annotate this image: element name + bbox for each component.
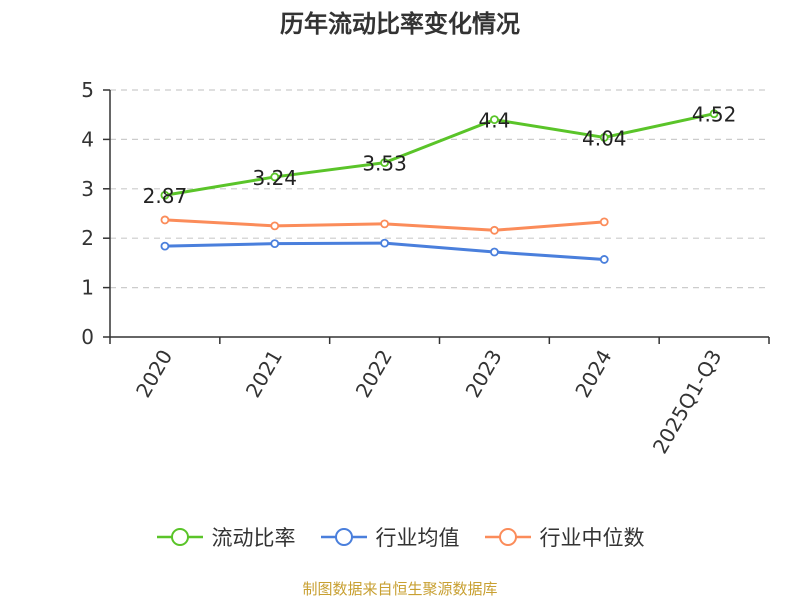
y-tick-label: 1 xyxy=(81,276,94,300)
x-tick-label: 2023 xyxy=(461,345,507,401)
data-labels: 2.87 3.24 3.53 4.4 4.04 4.52 xyxy=(143,103,737,209)
data-point xyxy=(380,219,389,229)
data-point xyxy=(380,158,389,168)
data-point xyxy=(599,133,609,142)
data-point xyxy=(490,115,499,125)
legend-marker-icon xyxy=(320,528,367,546)
x-tick-label: 2020 xyxy=(131,346,177,402)
data-point xyxy=(599,217,609,227)
data-label: 4.52 xyxy=(692,103,737,127)
data-label: 3.24 xyxy=(252,166,297,190)
chart-title: 历年流动比率变化情况 xyxy=(280,10,520,38)
y-tick-label: 2 xyxy=(81,226,94,250)
series-lines xyxy=(160,109,719,264)
legend-marker-icon xyxy=(156,528,203,546)
x-tick-label: 2021 xyxy=(241,346,287,402)
data-point xyxy=(270,221,280,231)
data-point xyxy=(709,109,719,119)
data-point xyxy=(160,190,170,200)
data-point xyxy=(599,255,609,264)
y-tick-label: 5 xyxy=(81,78,94,102)
y-tick-label: 0 xyxy=(81,325,94,349)
data-point xyxy=(490,247,499,257)
legend-label: 流动比率 xyxy=(211,526,296,550)
data-label: 3.53 xyxy=(362,152,407,176)
y-tick-label: 4 xyxy=(81,127,94,151)
data-point xyxy=(380,238,389,248)
data-point xyxy=(160,241,170,251)
data-point xyxy=(270,239,280,249)
legend-item[interactable]: 行业均值 xyxy=(320,522,460,552)
data-label: 2.87 xyxy=(143,184,188,208)
data-label: 4.4 xyxy=(479,109,511,133)
source-note: 制图数据来自恒生聚源数据库 xyxy=(302,580,498,598)
x-tick-label: 2025Q1-Q3 xyxy=(648,346,727,458)
series-line xyxy=(164,112,715,197)
legend-label: 行业中位数 xyxy=(539,526,645,550)
legend: 流动比率 行业均值 行业中位数 xyxy=(0,519,800,555)
legend-item[interactable]: 流动比率 xyxy=(156,522,296,552)
axes: 0 1 2 3 4 5 2020 2021 2022 2023 2024 2025Q1-Q3 xyxy=(81,78,770,458)
x-tick-label: 2024 xyxy=(570,346,616,402)
data-label: 4.04 xyxy=(582,126,627,150)
legend-marker-icon xyxy=(484,528,531,546)
data-point xyxy=(490,225,499,235)
legend-label: 行业均值 xyxy=(375,526,460,550)
x-tick-label: 2022 xyxy=(351,346,397,402)
y-tick-label: 3 xyxy=(81,177,94,201)
legend-item[interactable]: 行业中位数 xyxy=(484,522,645,552)
data-point xyxy=(270,172,280,182)
data-point xyxy=(160,215,170,225)
